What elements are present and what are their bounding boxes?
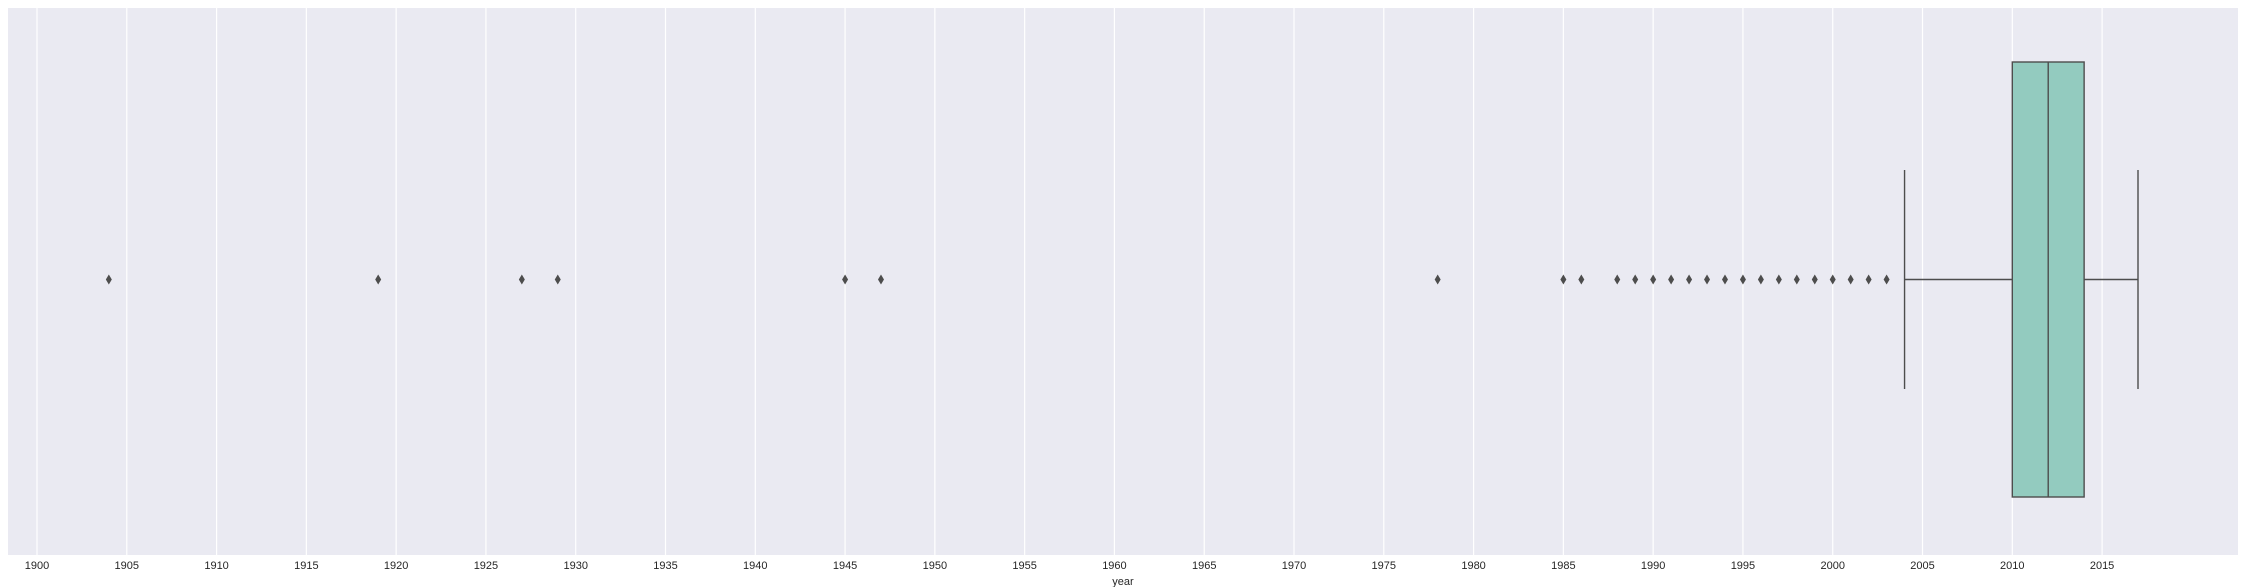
outlier-point bbox=[1739, 274, 1746, 285]
tick-label: 2015 bbox=[2090, 560, 2114, 572]
outlier-point bbox=[1829, 274, 1836, 285]
outlier-point bbox=[1434, 274, 1441, 285]
whiskers bbox=[1903, 170, 2139, 389]
outlier-point bbox=[1704, 274, 1711, 285]
outlier-point bbox=[554, 274, 561, 285]
outlier-point bbox=[1883, 274, 1890, 285]
plot-background bbox=[8, 8, 2238, 555]
outlier-point bbox=[1775, 274, 1782, 285]
outlier-point bbox=[1757, 274, 1764, 285]
outlier-point bbox=[1865, 274, 1872, 285]
tick-label: 2010 bbox=[2000, 560, 2024, 572]
tick-label: 1900 bbox=[25, 560, 49, 572]
tick-label: 1975 bbox=[1372, 560, 1396, 572]
outlier-point bbox=[1614, 274, 1621, 285]
tick-label: 2005 bbox=[1910, 560, 1934, 572]
outlier-point bbox=[1632, 274, 1639, 285]
outlier-point bbox=[1560, 274, 1567, 285]
tick-label: 1935 bbox=[653, 560, 677, 572]
outlier-point bbox=[105, 274, 112, 285]
tick-label: 1955 bbox=[1012, 560, 1036, 572]
outlier-point bbox=[842, 274, 849, 285]
outlier-point bbox=[1793, 274, 1800, 285]
tick-label: 1995 bbox=[1731, 560, 1755, 572]
tick-label: 1965 bbox=[1192, 560, 1216, 572]
tick-label: 1970 bbox=[1282, 560, 1306, 572]
outlier-point bbox=[1847, 274, 1854, 285]
tick-label: 1980 bbox=[1461, 560, 1485, 572]
outliers bbox=[105, 274, 1890, 285]
tick-label: 1925 bbox=[474, 560, 498, 572]
outlier-point bbox=[1650, 274, 1657, 285]
x-axis-label: year bbox=[1112, 576, 1134, 587]
outlier-point bbox=[877, 274, 884, 285]
outlier-point bbox=[1578, 274, 1585, 285]
tick-label: 1930 bbox=[563, 560, 587, 572]
outlier-point bbox=[518, 274, 525, 285]
tick-label: 1985 bbox=[1551, 560, 1575, 572]
box bbox=[2011, 61, 2085, 498]
tick-label: 1940 bbox=[743, 560, 767, 572]
tick-label: 2000 bbox=[1820, 560, 1844, 572]
tick-label: 1990 bbox=[1641, 560, 1665, 572]
outlier-point bbox=[375, 274, 382, 285]
x-ticks: 1900 1905 1910 1915 1920 1925 1930 1935 1940 1945… bbox=[25, 560, 2115, 572]
tick-label: 1910 bbox=[204, 560, 228, 572]
tick-label: 1945 bbox=[833, 560, 857, 572]
outlier-point bbox=[1686, 274, 1693, 285]
tick-label: 1920 bbox=[384, 560, 408, 572]
tick-label: 1960 bbox=[1102, 560, 1126, 572]
outlier-point bbox=[1721, 274, 1728, 285]
tick-label: 1905 bbox=[115, 560, 139, 572]
tick-label: 1950 bbox=[923, 560, 947, 572]
outlier-point bbox=[1811, 274, 1818, 285]
tick-label: 1915 bbox=[294, 560, 318, 572]
outlier-point bbox=[1668, 274, 1675, 285]
